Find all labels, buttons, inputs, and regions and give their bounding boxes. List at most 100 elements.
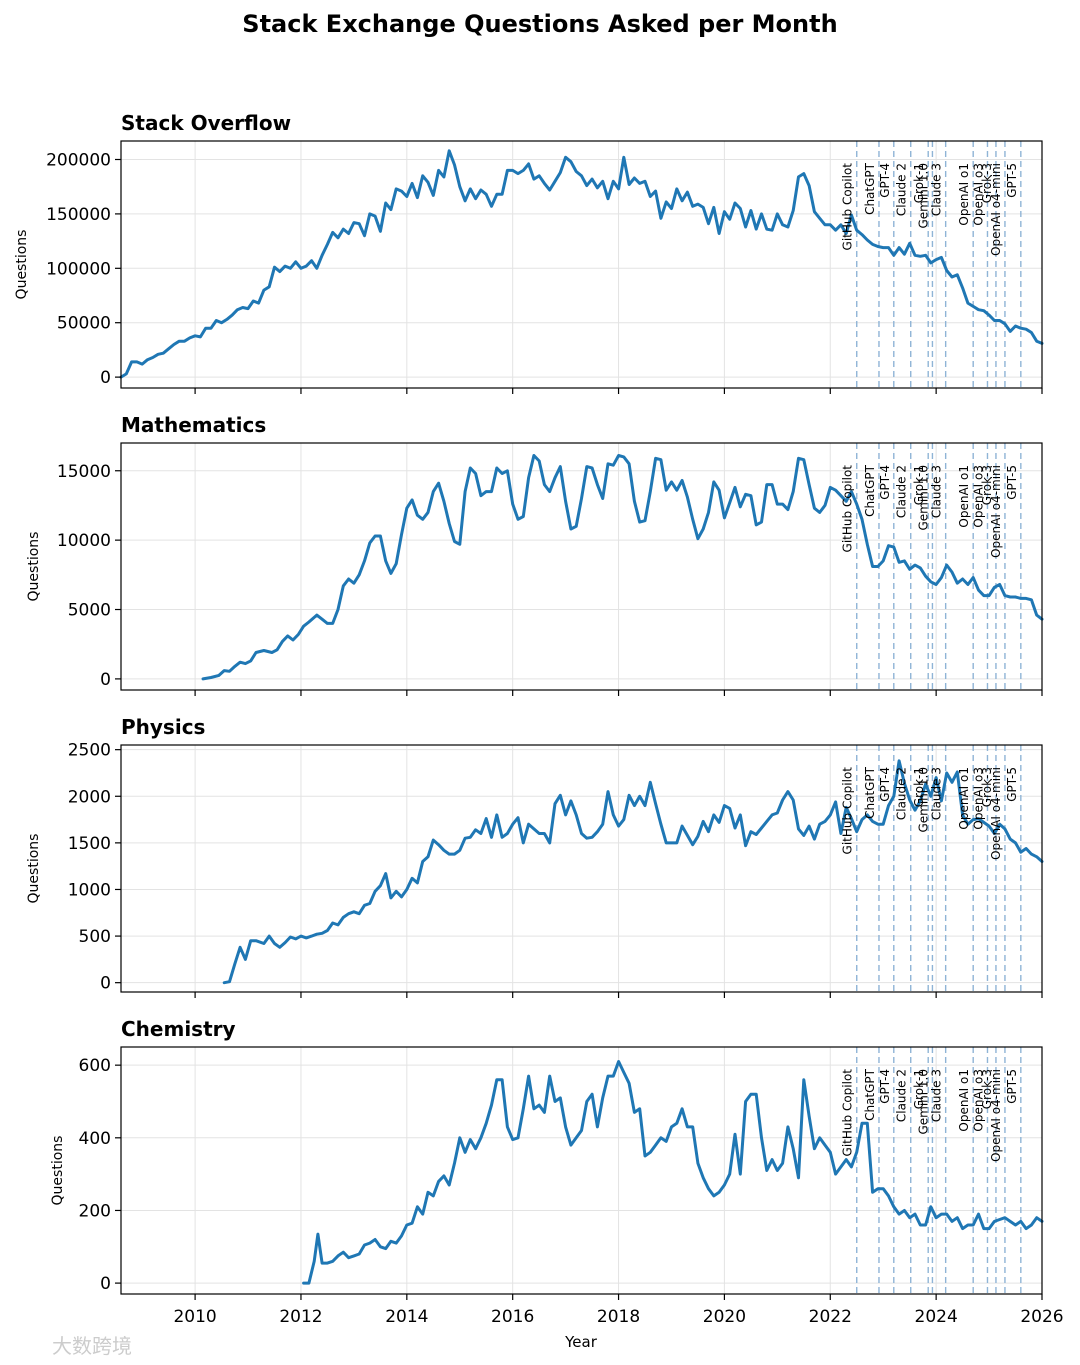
event-label: GPT-4 (878, 767, 892, 802)
y-axis-label: Questions (50, 1136, 66, 1206)
panel-physics: GitHub Copilot ChatGPT GPT-4 Claude 2 Grok-1… (26, 715, 1044, 998)
event-label: GitHub Copilot (841, 465, 855, 553)
event-label: OpenAI o3 (971, 465, 985, 528)
event-label: GPT-4 (878, 163, 892, 198)
x-axis-label: Year (564, 1333, 598, 1351)
y-tick-label: 0 (100, 1274, 111, 1294)
event-label: GPT-5 (1005, 465, 1019, 500)
series-line (222, 759, 1044, 985)
event-label: Claude 2 (895, 163, 909, 216)
x-tick-label: 2022 (809, 1307, 852, 1327)
y-tick-label: 2000 (68, 787, 111, 807)
event-label: OpenAI o1 (957, 163, 971, 226)
x-tick-label: 2024 (915, 1307, 958, 1327)
y-tick-label: 2500 (68, 741, 111, 761)
event-label: GPT-4 (878, 465, 892, 500)
event-label: GPT-5 (1005, 163, 1019, 198)
x-tick-label: 2018 (597, 1307, 640, 1327)
panel-title: Chemistry (121, 1017, 236, 1041)
event-label: Claude 3 (930, 163, 944, 216)
event-label: Gemini 1.0 (916, 1069, 930, 1135)
event-label: OpenAI o3 (971, 767, 985, 830)
panel-stack-overflow: GitHub Copilot ChatGPT GPT-4 Claude 2 Grok-1… (14, 111, 1044, 394)
x-tick-label: 2014 (385, 1307, 428, 1327)
event-label: ChatGPT (863, 1068, 877, 1121)
event-label: Grok-1 (912, 1069, 926, 1109)
event-label: Gemini 1.0 (916, 163, 930, 229)
event-label: OpenAI o3 (971, 163, 985, 226)
panels-group: GitHub Copilot ChatGPT GPT-4 Claude 2 Grok-1… (14, 111, 1064, 1327)
event-label: Claude 3 (930, 465, 944, 518)
x-tick-label: 2010 (173, 1307, 216, 1327)
y-tick-label: 10000 (57, 531, 111, 551)
y-tick-label: 0 (100, 974, 111, 994)
event-label: GPT-5 (1005, 767, 1019, 802)
event-label: OpenAI o4-mini (989, 1069, 1003, 1162)
event-label: OpenAI o4-mini (989, 163, 1003, 256)
event-label: Grok-1 (912, 465, 926, 505)
event-label: OpenAI o1 (957, 1069, 971, 1132)
event-label: ChatGPT (863, 464, 877, 517)
y-tick-label: 50000 (57, 314, 111, 334)
series-line (201, 454, 1044, 681)
series-line (119, 149, 1044, 379)
axes-frame (120, 442, 1043, 691)
y-axis-label: Questions (26, 532, 42, 602)
x-tick-label: 2020 (703, 1307, 746, 1327)
event-label: Grok-3 (980, 767, 994, 807)
x-tick-label: 2016 (491, 1307, 534, 1327)
event-label: OpenAI o4-mini (989, 767, 1003, 860)
event-label: Claude 2 (895, 767, 909, 820)
y-tick-label: 5000 (68, 601, 111, 621)
y-tick-label: 1000 (68, 880, 111, 900)
event-label: GitHub Copilot (841, 1069, 855, 1157)
event-label: OpenAI o1 (957, 767, 971, 830)
event-label: Grok-3 (980, 1069, 994, 1109)
axes-frame (120, 744, 1043, 993)
y-tick-label: 600 (79, 1056, 111, 1076)
axes-frame (120, 140, 1043, 389)
event-label: Claude 2 (895, 1069, 909, 1122)
panel-chemistry: GitHub Copilot ChatGPT GPT-4 Claude 2 Grok-1… (50, 1017, 1064, 1327)
y-tick-label: 0 (100, 670, 111, 690)
event-label: Gemini 1.0 (916, 767, 930, 833)
panel-mathematics: GitHub Copilot ChatGPT GPT-4 Claude 2 Grok-1… (26, 413, 1044, 696)
figure-title: Stack Exchange Questions Asked per Month (242, 10, 837, 38)
event-label: Claude 3 (930, 1069, 944, 1122)
panel-title: Stack Overflow (121, 111, 291, 135)
event-label: Gemini 1.0 (916, 465, 930, 531)
y-tick-label: 150000 (46, 205, 111, 225)
event-label: ChatGPT (863, 766, 877, 819)
event-label: OpenAI o4-mini (989, 465, 1003, 558)
panel-title: Mathematics (121, 413, 266, 437)
y-tick-label: 200000 (46, 150, 111, 170)
event-label: ChatGPT (863, 162, 877, 215)
y-tick-label: 100000 (46, 259, 111, 279)
event-label: Grok-3 (980, 465, 994, 505)
y-tick-label: 0 (100, 368, 111, 388)
event-label: GitHub Copilot (841, 163, 855, 251)
watermark-text: 大数跨境 (52, 1334, 132, 1358)
axes-frame (120, 1046, 1043, 1295)
x-tick-label: 2012 (279, 1307, 322, 1327)
y-tick-label: 200 (79, 1201, 111, 1221)
y-tick-label: 1500 (68, 834, 111, 854)
event-label: GPT-4 (878, 1069, 892, 1104)
y-axis-label: Questions (14, 230, 30, 300)
event-label: Grok-1 (912, 163, 926, 203)
event-label: GitHub Copilot (841, 767, 855, 855)
event-label: Claude 3 (930, 767, 944, 820)
y-tick-label: 400 (79, 1129, 111, 1149)
y-tick-label: 15000 (57, 462, 111, 482)
event-label: OpenAI o3 (971, 1069, 985, 1132)
x-tick-label: 2026 (1020, 1307, 1063, 1327)
event-label: Claude 2 (895, 465, 909, 518)
y-axis-label: Questions (26, 834, 42, 904)
event-label: OpenAI o1 (957, 465, 971, 528)
panel-title: Physics (121, 715, 205, 739)
series-line (302, 1060, 1044, 1285)
y-tick-label: 500 (79, 927, 111, 947)
event-label: Grok-3 (980, 163, 994, 203)
event-label: GPT-5 (1005, 1069, 1019, 1104)
